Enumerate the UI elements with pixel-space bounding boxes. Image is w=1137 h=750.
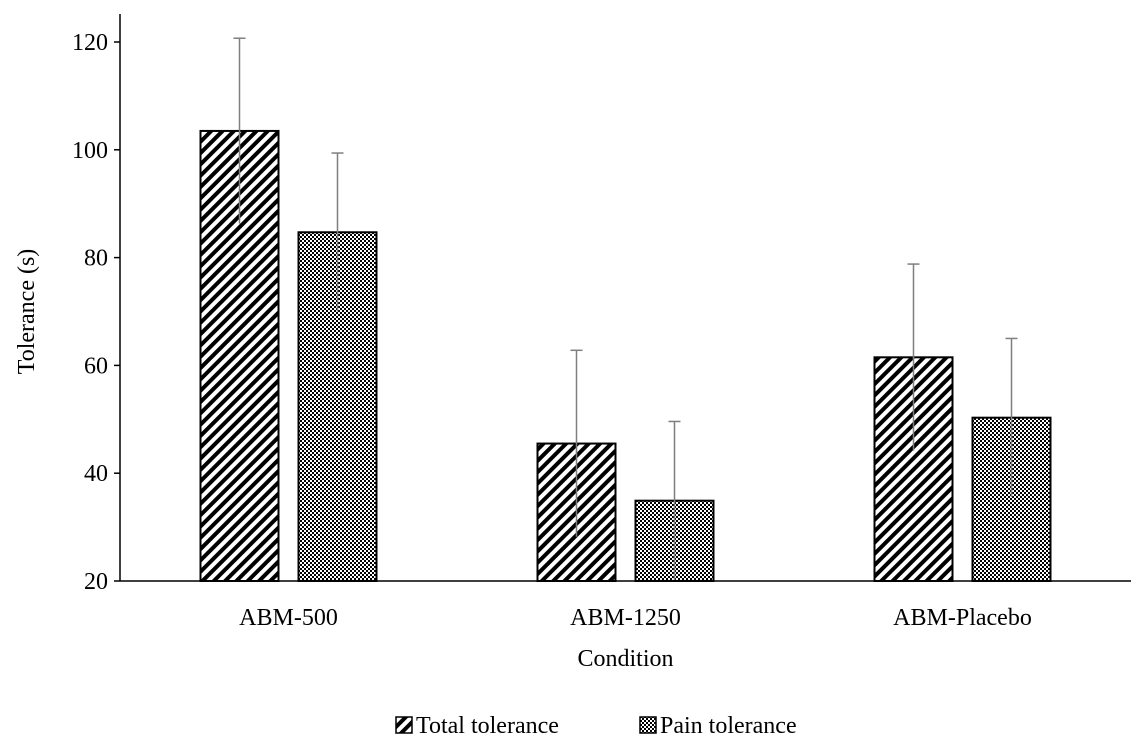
y-tick-label: 100 [72, 138, 108, 164]
x-axis-labels: ABM-500 ABM-1250 ABM-Placebo [239, 605, 1032, 631]
y-tick-label: 20 [84, 569, 108, 595]
y-tick-label: 120 [72, 30, 108, 56]
legend: Total tolerance Pain tolerance [395, 713, 797, 739]
y-tick-label: 60 [84, 353, 108, 379]
error-bars [233, 37, 1018, 580]
legend-label: Pain tolerance [660, 713, 797, 739]
legend-swatch [639, 716, 657, 734]
legend-label: Total tolerance [416, 713, 559, 739]
x-tick-label: ABM-Placebo [893, 605, 1032, 631]
y-tick-label: 40 [84, 461, 108, 487]
x-tick-label: ABM-1250 [570, 605, 681, 631]
y-axis-title: Tolerance (s) [14, 249, 40, 375]
y-axis-ticks: 20 40 60 80 100 120 [72, 30, 120, 595]
bar-series [199, 129, 1052, 583]
x-tick-label: ABM-500 [239, 605, 338, 631]
y-tick-label: 80 [84, 246, 108, 272]
legend-swatch [395, 716, 413, 734]
x-axis-title: Condition [577, 646, 673, 672]
